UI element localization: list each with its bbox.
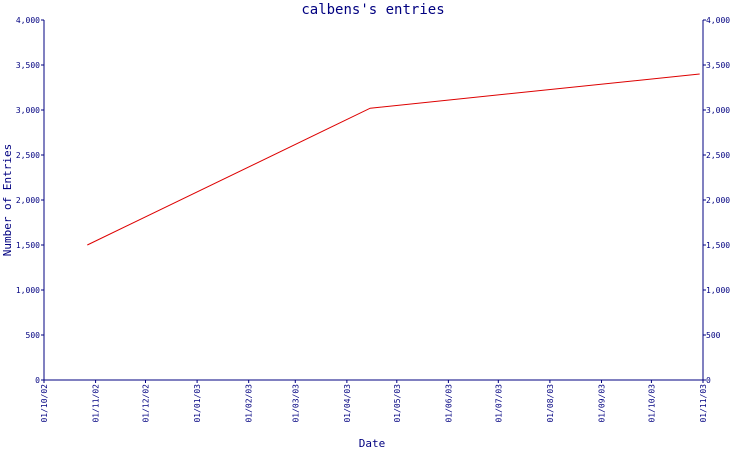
y-tick-label-left: 3,000 [16,106,40,115]
y-tick-label-right: 2,500 [706,151,730,160]
entries-line [87,73,700,246]
y-tick-label-right: 1,000 [706,286,730,295]
y-tick-label-left: 0 [35,376,40,385]
x-tick-label: 01/04/03 [343,384,352,423]
y-tick-label-right: 3,000 [706,106,730,115]
y-tick-label-left: 1,500 [16,241,40,250]
x-ticks: 01/10/02 01/11/02 01/12/02 01/01/03 01/02/03… [40,380,708,423]
y-tick-label-left: 2,000 [16,196,40,205]
x-tick-label: 01/02/03 [245,384,254,423]
y-tick-label-left: 2,500 [16,151,40,160]
axes [43,20,704,381]
y-ticks-right: 0 500 1,000 1,500 2,000 2,500 3,000 3,500 4,000 [703,16,730,385]
y-tick-label-right: 2,000 [706,196,730,205]
x-tick-label: 01/10/03 [647,384,656,423]
y-tick-label-right: 1,500 [706,241,730,250]
x-tick-label: 01/06/03 [444,384,453,423]
x-tick-label: 01/07/03 [494,384,503,423]
x-tick-label: 01/09/03 [597,384,606,423]
y-tick-label-left: 3,500 [16,61,40,70]
x-tick-label: 01/12/02 [142,384,151,423]
x-tick-label: 01/05/03 [393,384,402,423]
y-tick-label-right: 3,500 [706,61,730,70]
x-tick-label: 01/03/03 [291,384,300,423]
x-tick-label: 01/08/03 [546,384,555,423]
x-tick-label: 01/10/02 [40,384,49,423]
y-tick-label-left: 500 [26,331,41,340]
x-tick-label: 01/11/03 [699,384,708,423]
y-tick-label-right: 0 [706,376,711,385]
y-tick-label-right: 4,000 [706,16,730,25]
chart-title: calbens's entries [301,2,444,18]
series-group [87,73,700,246]
y-ticks-left: 0 500 1,000 1,500 2,000 2,500 3,000 3,500 4,000 [16,16,44,385]
y-tick-label-left: 1,000 [16,286,40,295]
x-tick-label: 01/11/02 [92,384,101,423]
y-tick-label-right: 500 [706,331,721,340]
y-tick-label-left: 4,000 [16,16,40,25]
x-tick-label: 01/01/03 [193,384,202,423]
x-axis-label: Date [359,437,386,450]
y-axis-label: Number of Entries [1,144,14,257]
